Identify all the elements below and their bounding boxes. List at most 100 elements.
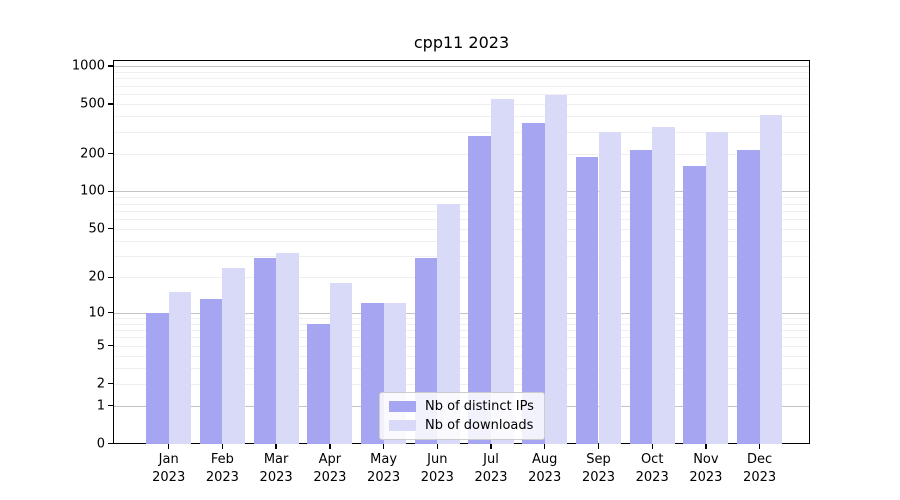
x-tick-label-apr: Apr 2023 — [313, 452, 347, 485]
y-axis-tick — [108, 190, 113, 193]
x-tick-label-nov: Nov 2023 — [689, 452, 723, 485]
y-axis-tick — [108, 382, 113, 385]
y-axis-tick — [108, 276, 113, 278]
gridline-major — [114, 191, 809, 193]
x-tick-label-mar: Mar 2023 — [259, 452, 293, 485]
x-axis-tick — [544, 443, 546, 449]
y-axis-tick — [108, 228, 113, 230]
gridline-minor — [114, 330, 809, 331]
x-tick-label-may: May 2023 — [367, 452, 401, 485]
y-axis-tick — [108, 153, 113, 155]
gridline-minor — [114, 345, 809, 347]
gridline-minor — [114, 203, 809, 205]
bar-distinct-ips-feb — [199, 299, 223, 444]
y-axis-tick — [108, 311, 113, 314]
bar-distinct-ips-aug — [522, 123, 545, 444]
bar-downloads-jan — [168, 292, 192, 444]
x-tick-label-jan: Jan 2023 — [152, 452, 186, 485]
bar-downloads-mar — [276, 252, 299, 444]
gridline-minor — [114, 197, 809, 199]
gridline-minor — [114, 210, 809, 212]
gridline-minor — [114, 219, 809, 220]
x-tick-label-oct: Oct 2023 — [635, 452, 669, 485]
bar-downloads-jul — [491, 98, 514, 444]
bar-distinct-ips-jan — [146, 312, 169, 444]
gridline-minor — [114, 323, 809, 325]
gridline-minor — [114, 71, 809, 73]
plot-area: 0 1 2 5 10 20 50 100 200 500 1000 Jan 2023 Feb 2023 Mar… — [72, 59, 810, 485]
gridline-minor — [114, 367, 809, 369]
legend-label-downloads: Nb of downloads — [425, 418, 534, 433]
x-tick-label-sep: Sep 2023 — [581, 452, 616, 485]
legend-swatch-distinct-ips — [389, 401, 416, 412]
x-axis-tick — [597, 443, 600, 449]
x-tick-label-jun: Jun 2023 — [420, 452, 454, 485]
y-axis-tick — [108, 103, 113, 105]
bar-downloads-jun — [437, 203, 460, 444]
bar-distinct-ips-jul — [468, 135, 491, 444]
gridline-minor — [114, 383, 809, 385]
y-tick-label-50: 50 — [88, 221, 105, 237]
gridline-minor — [114, 355, 809, 357]
y-tick-label-10: 10 — [88, 305, 105, 321]
bar-downloads-oct — [652, 127, 675, 444]
bar-downloads-feb — [222, 267, 245, 444]
y-tick-label-1: 1 — [96, 398, 105, 414]
chart-title: cpp11 2023 — [413, 33, 510, 52]
bar-distinct-ips-mar — [253, 257, 277, 444]
gridline-major — [114, 312, 809, 314]
bar-downloads-sep — [598, 131, 622, 444]
y-tick-label-5: 5 — [96, 338, 105, 354]
gridline-minor — [114, 256, 809, 257]
bar-downloads-apr — [329, 282, 353, 444]
gridline-minor — [114, 153, 809, 155]
gridline-minor — [114, 85, 809, 87]
gridline-minor — [114, 228, 809, 230]
x-axis-tick — [436, 443, 438, 449]
gridline-minor — [114, 94, 809, 95]
gridline-minor — [114, 131, 809, 133]
x-axis-tick — [758, 443, 761, 449]
bar-distinct-ips-nov — [683, 165, 706, 444]
y-tick-label-20: 20 — [88, 269, 105, 285]
bar-distinct-ips-apr — [307, 323, 330, 444]
x-axis-tick — [490, 443, 492, 449]
bar-downloads-dec — [759, 114, 783, 444]
legend: Nb of distinct IPs Nb of downloads — [379, 392, 545, 440]
y-tick-label-2: 2 — [96, 376, 105, 392]
legend-swatch-downloads — [389, 420, 416, 431]
legend-label-distinct-ips: Nb of distinct IPs — [425, 399, 534, 414]
y-tick-label-500: 500 — [80, 96, 105, 112]
gridline-minor — [114, 78, 809, 80]
bar-distinct-ips-oct — [629, 149, 653, 444]
y-tick-label-100: 100 — [80, 183, 105, 199]
gridline-minor — [114, 337, 809, 339]
gridline-minor — [114, 277, 809, 279]
gridline-minor — [114, 116, 809, 118]
x-tick-label-dec: Dec 2023 — [743, 452, 777, 485]
x-tick-label-aug: Aug 2023 — [528, 452, 562, 485]
x-axis-tick — [705, 443, 707, 449]
x-axis-tick — [168, 443, 170, 449]
legend-item-downloads: Nb of downloads — [389, 418, 534, 433]
x-tick-label-jul: Jul 2023 — [474, 452, 508, 485]
gridline-minor — [114, 240, 809, 242]
y-axis-tick — [108, 405, 113, 407]
gridline-minor — [114, 317, 809, 319]
y-tick-label-0: 0 — [96, 436, 105, 452]
x-axis-tick — [221, 443, 224, 449]
y-axis-tick — [108, 442, 113, 445]
x-axis-tick — [329, 443, 331, 449]
bar-distinct-ips-sep — [575, 156, 599, 444]
x-axis-tick — [382, 443, 385, 449]
x-axis-tick — [275, 443, 277, 449]
legend-item-distinct-ips: Nb of distinct IPs — [389, 399, 534, 414]
y-axis-tick — [108, 65, 113, 67]
gridline-minor — [114, 103, 809, 105]
bar-distinct-ips-dec — [737, 149, 760, 444]
y-axis-tick — [108, 345, 113, 347]
bar-downloads-aug — [544, 94, 568, 444]
bar-distinct-ips-may — [361, 303, 384, 444]
bar-downloads-nov — [705, 131, 729, 444]
